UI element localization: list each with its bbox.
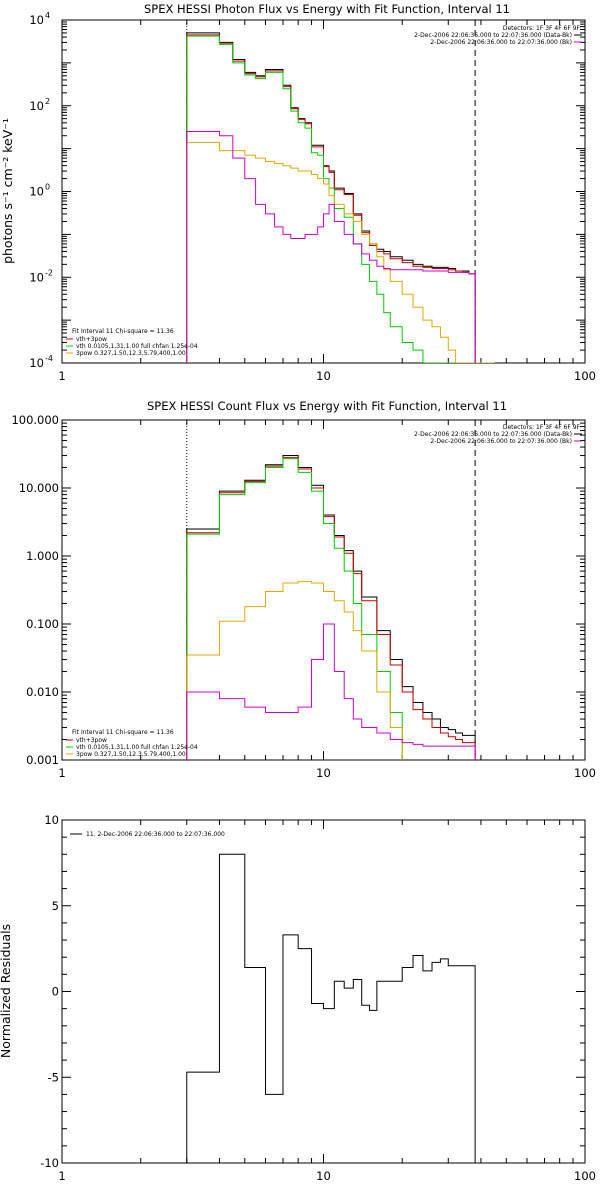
residuals-y-tick-label: -10 <box>40 1156 59 1170</box>
residuals-series <box>186 853 476 1163</box>
photon-y-tick-exponent: 2 <box>45 97 50 106</box>
residuals-y-tick-label: 5 <box>52 899 59 913</box>
count-x-tick-label: 100 <box>574 766 596 780</box>
photon-y-tick-label: 10 <box>29 185 44 199</box>
count-y-tick-label: 1.000 <box>26 549 59 563</box>
photon-series-fit_vth <box>186 35 476 363</box>
count-legend-total: vth+3pow <box>76 737 107 744</box>
count-series-fit_3pow <box>186 581 403 760</box>
photon-legend-bk: 2-Dec-2006 22:06:36.000 to 22:07:36.000 … <box>430 39 572 46</box>
count-legend-data-bk: 2-Dec-2006 22:06:36.000 to 22:07:36.000 … <box>414 431 572 438</box>
photon-axis-ticks <box>61 19 586 364</box>
residuals-x-tick-label: 1 <box>58 1169 65 1183</box>
count-y-tick-label: 0.001 <box>26 753 59 767</box>
residuals-y-tick-labels: -10 -5 0 5 10 <box>40 813 59 1170</box>
count-legend-3pow: 3pow 0.327,1.50,12.3,5.79,400,1.00 <box>76 751 186 758</box>
count-flux-panel: SPEX HESSI Count Flux vs Energy with Fit… <box>11 399 596 780</box>
photon-y-axis-label: photons s⁻¹ cm⁻² keV⁻¹ <box>0 118 15 264</box>
count-y-tick-label: 0.010 <box>26 685 59 699</box>
count-x-tick-label: 1 <box>58 766 65 780</box>
photon-y-tick-exponent: 0 <box>45 183 50 192</box>
photon-legend-data-bk: 2-Dec-2006 22:06:36.000 to 22:07:36.000 … <box>414 32 572 39</box>
photon-y-tick-label: 10 <box>29 99 44 113</box>
residuals-legend: 11. 2-Dec-2006 22:06:36.000 to 22:07:36.… <box>70 831 225 838</box>
photon-series-background <box>186 131 476 363</box>
photon-x-tick-labels: 1 10 100 <box>58 369 596 383</box>
photon-y-tick-label: 10 <box>29 13 44 27</box>
count-legend-detectors: Detectors: 1F 3F 4F 6F 9F <box>503 424 581 431</box>
count-series <box>186 455 476 760</box>
photon-legend-fit-interval: Fit Interval 11 Chi-square = 11.36 <box>72 328 174 335</box>
photon-legend-3pow: 3pow 0.327,1.50,12.3,5.79,400,1.00 <box>76 350 186 357</box>
photon-y-tick-exponent: 4 <box>45 11 50 20</box>
count-chart-title: SPEX HESSI Count Flux vs Energy with Fit… <box>147 399 507 413</box>
count-x-tick-labels: 1 10 100 <box>58 766 596 780</box>
photon-x-tick-label: 10 <box>316 369 331 383</box>
residuals-y-axis-label: Normalized Residuals <box>0 924 13 1058</box>
photon-legend-total: vth+3pow <box>76 336 107 343</box>
photon-y-tick-exponent: -4 <box>45 354 53 363</box>
count-range-markers <box>186 420 476 760</box>
count-legend-bk: 2-Dec-2006 22:06:36.000 to 22:07:36.000 … <box>430 438 572 445</box>
count-y-tick-label: 10.000 <box>19 481 59 495</box>
photon-legend-detectors: Detectors: 1F 3F 4F 6F 9F <box>503 25 581 32</box>
photon-x-tick-label: 1 <box>58 369 65 383</box>
count-y-tick-label: 100.000 <box>11 413 59 427</box>
count-y-tick-label: 0.100 <box>26 617 59 631</box>
count-legend-left: Fit Interval 11 Chi-square = 11.36 vth+3… <box>66 729 198 758</box>
residuals-axis-ticks <box>61 819 586 1164</box>
count-series-fit_total <box>186 457 476 760</box>
count-series-background <box>186 623 476 760</box>
residuals-x-tick-label: 100 <box>574 1169 596 1183</box>
residuals-x-tick-label: 10 <box>316 1169 331 1183</box>
count-series-fit_vth <box>186 458 403 760</box>
photon-y-tick-exponent: -2 <box>45 268 53 277</box>
count-y-tick-labels: 0.001 0.010 0.100 1.000 10.000 100.000 <box>11 413 59 767</box>
residuals-x-tick-labels: 1 10 100 <box>58 1169 596 1183</box>
photon-x-tick-label: 100 <box>574 369 596 383</box>
count-legend-fit-interval: Fit Interval 11 Chi-square = 11.36 <box>72 729 174 736</box>
photon-flux-panel: SPEX HESSI Photon Flux vs Energy with Fi… <box>0 2 596 383</box>
count-legend-right: Detectors: 1F 3F 4F 6F 9F 2-Dec-2006 22:… <box>414 424 582 445</box>
photon-series <box>186 32 495 363</box>
photon-y-tick-label: 10 <box>29 270 44 284</box>
residuals-panel: -10 -5 0 5 10 1 10 100 Normalized Residuals 11… <box>0 813 596 1183</box>
residuals-series-residual <box>186 853 476 1163</box>
photon-y-tick-label: 10 <box>29 356 44 370</box>
photon-chart-title: SPEX HESSI Photon Flux vs Energy with Fi… <box>144 2 510 16</box>
residuals-y-tick-label: 10 <box>44 813 59 827</box>
residuals-y-tick-label: 0 <box>52 985 59 999</box>
photon-series-fit_3pow <box>186 141 495 363</box>
residuals-y-tick-label: -5 <box>48 1070 59 1084</box>
photon-legend-right: Detectors: 1F 3F 4F 6F 9F 2-Dec-2006 22:… <box>414 25 582 46</box>
count-legend-vth: vth 0.0105,1.31,1.00 full chfan 1.25e-04 <box>76 744 198 751</box>
count-x-tick-label: 10 <box>316 766 331 780</box>
photon-legend-left: Fit Interval 11 Chi-square = 11.36 vth+3… <box>66 328 198 357</box>
residuals-legend-interval: 11. 2-Dec-2006 22:06:36.000 to 22:07:36.… <box>86 831 225 838</box>
photon-legend-vth: vth 0.0105,1.31,1.00 full chfan 1.25e-04 <box>76 343 198 350</box>
photon-series-fit_total <box>186 34 476 363</box>
